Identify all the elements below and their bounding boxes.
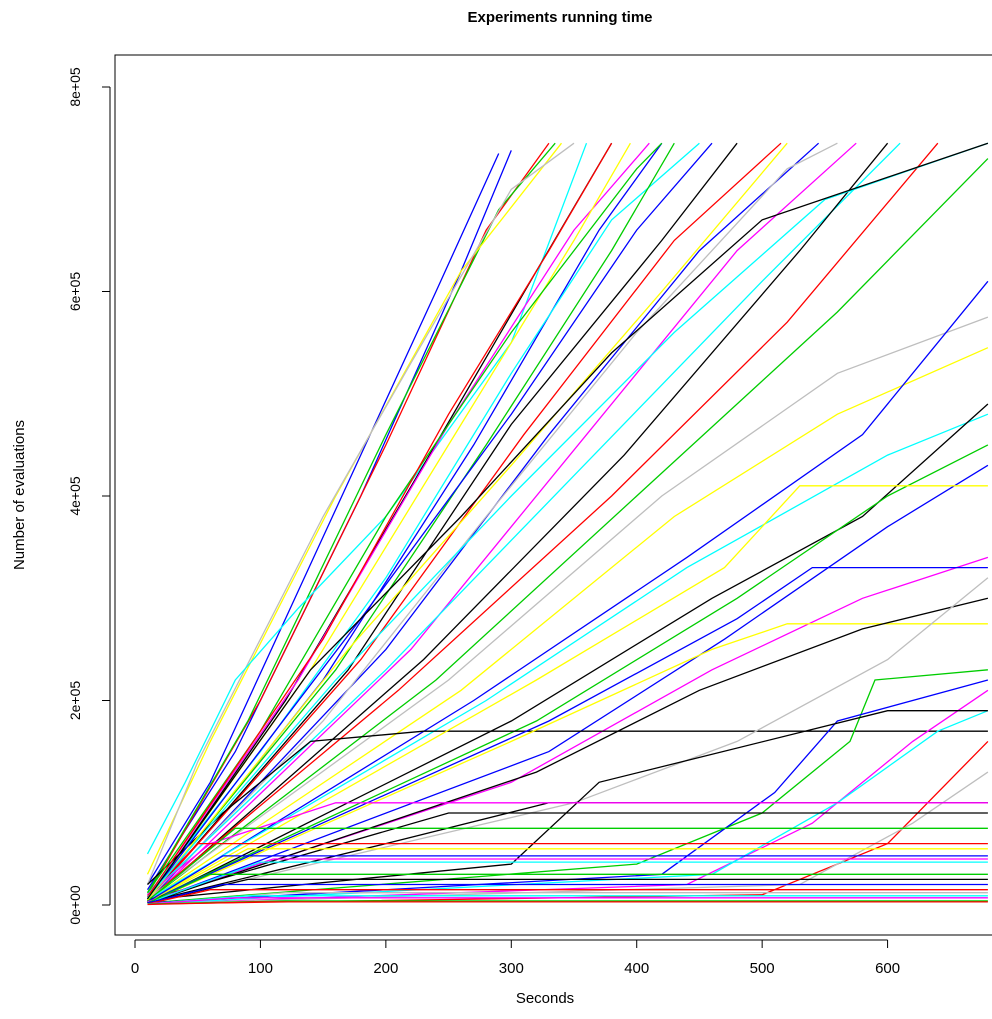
series-line-51 xyxy=(147,861,988,904)
series-line-41 xyxy=(147,771,989,905)
series-line-23 xyxy=(147,347,989,902)
series-line-27 xyxy=(147,444,989,903)
series-line-21 xyxy=(147,158,989,902)
x-axis: 0 100 200 300 400 500 600 xyxy=(131,939,900,977)
series-line-34 xyxy=(147,597,989,904)
series-line-29 xyxy=(147,556,989,903)
series-line-40 xyxy=(147,740,989,905)
y-tick-label-4: 8e+05 xyxy=(67,67,83,107)
y-axis: 0e+00 2e+05 4e+05 6e+05 8e+05 xyxy=(67,67,111,925)
series-line-55 xyxy=(147,889,988,905)
series-line-60 xyxy=(147,901,988,906)
series-line-24 xyxy=(147,280,989,903)
series-line-13 xyxy=(147,142,738,902)
series-line-32 xyxy=(147,566,988,903)
series-line-49 xyxy=(147,855,988,903)
series-line-25 xyxy=(147,413,989,901)
x-tick-label-2: 200 xyxy=(373,960,398,977)
series-line-38 xyxy=(147,689,989,905)
series-line-3 xyxy=(146,142,556,894)
series-line-52 xyxy=(147,873,988,904)
y-axis-label: Number of evaluations xyxy=(11,420,28,570)
series-line-54 xyxy=(147,883,988,904)
series-line-0 xyxy=(146,153,500,885)
series-line-12 xyxy=(146,142,675,900)
series-line-26 xyxy=(147,403,989,904)
x-tick-label-4: 400 xyxy=(624,960,649,977)
x-axis-label: Seconds xyxy=(516,990,574,1007)
series-line-33 xyxy=(147,623,988,904)
x-tick-label-0: 0 xyxy=(131,960,139,977)
x-tick-label-1: 100 xyxy=(248,960,273,977)
series-line-4 xyxy=(146,142,563,875)
y-tick-label-3: 6e+05 xyxy=(67,272,83,312)
series-line-5 xyxy=(146,142,575,885)
series-line-65 xyxy=(147,142,989,899)
series-line-45 xyxy=(147,812,988,901)
series-line-31 xyxy=(147,485,988,903)
plot-frame xyxy=(114,54,992,936)
series-line-48 xyxy=(147,848,988,903)
x-tick-label-5: 500 xyxy=(750,960,775,977)
series-line-20 xyxy=(147,142,939,901)
series-line-15 xyxy=(147,142,820,903)
series-line-36 xyxy=(147,669,988,904)
series-line-19 xyxy=(147,142,889,903)
series-layer xyxy=(146,142,989,906)
series-line-64 xyxy=(146,142,788,901)
series-line-58 xyxy=(147,897,988,905)
y-tick-label-2: 4e+05 xyxy=(67,476,83,516)
x-tick-label-3: 300 xyxy=(499,960,524,977)
series-line-14 xyxy=(147,142,782,902)
series-line-62 xyxy=(146,142,613,898)
series-line-44 xyxy=(147,802,988,896)
series-line-42 xyxy=(147,710,988,901)
chart-title: Experiments running time xyxy=(467,9,652,26)
series-line-35 xyxy=(147,577,989,904)
series-line-16 xyxy=(147,142,838,901)
series-line-22 xyxy=(147,316,989,900)
y-tick-label-0: 0e+00 xyxy=(67,885,83,925)
x-tick-label-6: 600 xyxy=(875,960,900,977)
series-line-46 xyxy=(147,827,988,902)
series-line-63 xyxy=(146,142,713,900)
series-line-66 xyxy=(146,142,989,900)
y-tick-label-1: 2e+05 xyxy=(67,681,83,721)
series-line-28 xyxy=(147,464,989,904)
